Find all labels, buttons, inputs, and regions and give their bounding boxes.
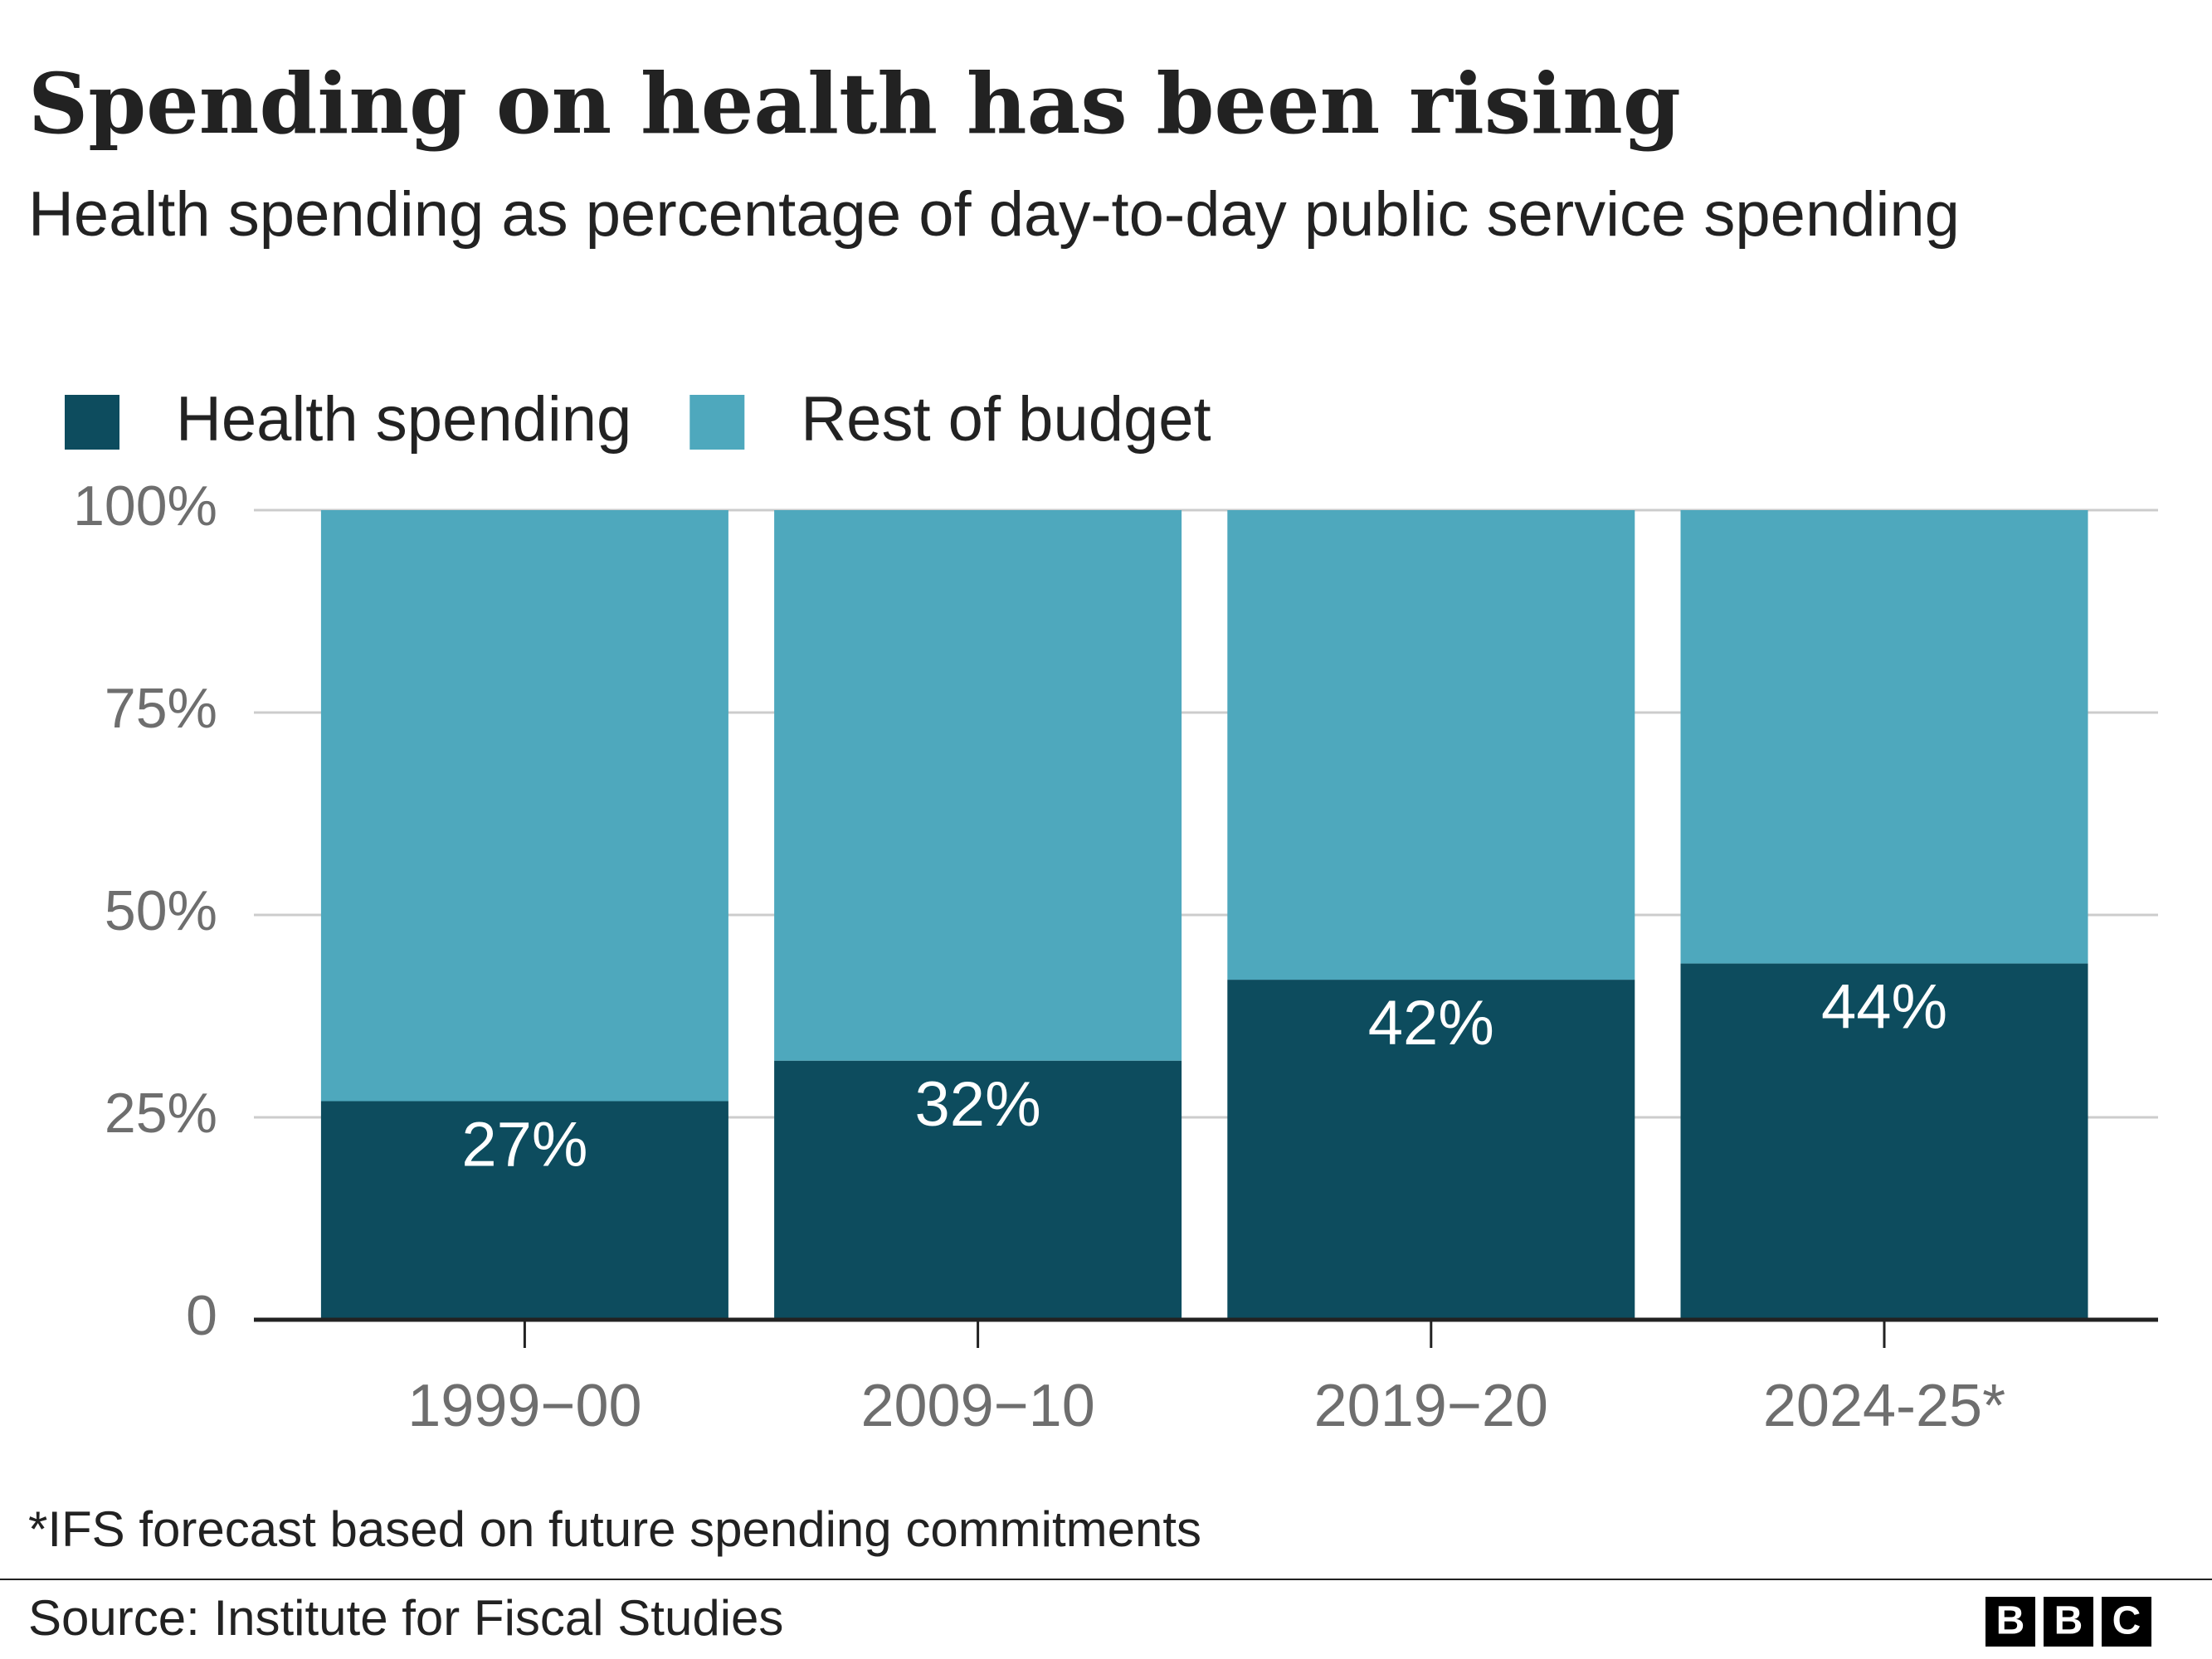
bar-segment [1680, 963, 2088, 1320]
bar-segment [1227, 980, 1635, 1320]
x-tick-label: 1999−00 [407, 1373, 641, 1439]
x-tick-label: 2024-25* [1763, 1373, 2005, 1439]
legend-label: Rest of budget [801, 384, 1211, 455]
bar-segment [320, 1101, 728, 1320]
logo-letter: B [1996, 1599, 2025, 1643]
y-tick-label: 0 [186, 1284, 217, 1347]
data-label: 27% [461, 1110, 587, 1180]
logo-box [1985, 1597, 2035, 1647]
bar-segment [774, 510, 1182, 1061]
bar-segment [774, 1060, 1182, 1320]
logo: B B C [1985, 1597, 2151, 1647]
bar-segment [1227, 510, 1635, 980]
bar-segment [320, 510, 728, 1102]
y-tick-label: 25% [105, 1082, 217, 1145]
logo-box [2044, 1597, 2093, 1647]
data-label: 44% [1821, 972, 1947, 1043]
note: *IFS forecast based on future spending c… [28, 1501, 1201, 1557]
x-tick-label: 2019−20 [1314, 1373, 1548, 1439]
data-label: 42% [1368, 988, 1494, 1058]
data-label: 32% [915, 1069, 1041, 1140]
source: Source: Institute for Fiscal Studies [28, 1590, 783, 1646]
chart-subtitle: Health spending as percentage of day-to-… [28, 179, 1960, 250]
y-tick-label: 75% [105, 677, 217, 740]
chart-title: Spending on health has been rising [28, 55, 1681, 153]
legend-label: Health spending [176, 384, 631, 455]
logo-letter: C [2112, 1599, 2141, 1643]
y-tick-label: 50% [105, 879, 217, 942]
y-tick-label: 100% [73, 474, 217, 538]
legend-swatch [65, 395, 119, 450]
legend-swatch [689, 395, 745, 450]
logo-letter: B [2054, 1599, 2083, 1643]
logo-box [2102, 1597, 2151, 1647]
x-tick-label: 2009−10 [860, 1373, 1094, 1439]
bar-segment [1680, 510, 2088, 964]
